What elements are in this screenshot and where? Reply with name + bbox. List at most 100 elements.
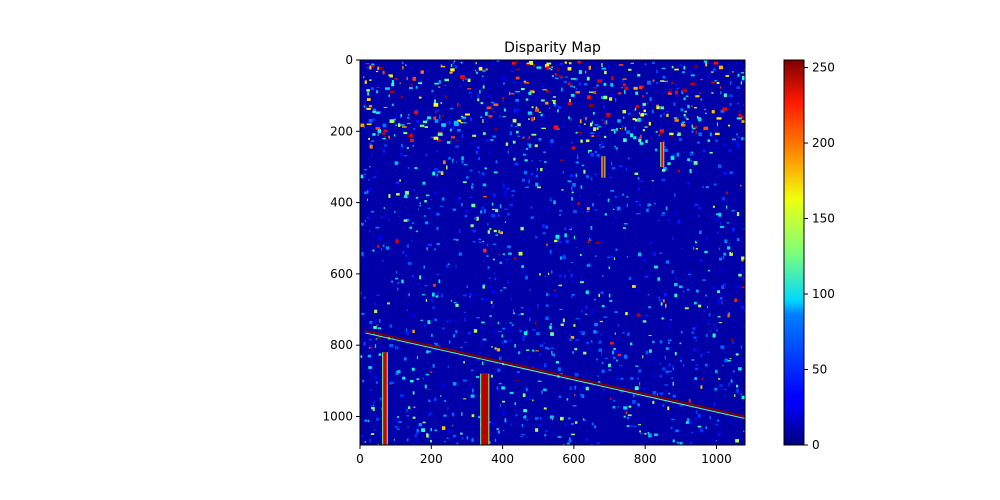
- heatmap-speckle: [637, 73, 641, 77]
- heatmap-speckle: [557, 436, 562, 438]
- heatmap-speckle: [694, 240, 698, 244]
- heatmap-speckle: [485, 68, 488, 71]
- heatmap-speckle: [623, 138, 627, 143]
- heatmap-speckle: [699, 259, 703, 262]
- heatmap-speckle: [721, 300, 723, 305]
- heatmap-speckle: [519, 330, 522, 332]
- heatmap-speckle: [374, 429, 376, 431]
- heatmap-speckle: [577, 153, 579, 157]
- heatmap-speckle: [534, 321, 537, 325]
- heatmap-speckle: [621, 132, 625, 135]
- heatmap-speckle: [434, 119, 439, 123]
- heatmap-speckle: [577, 202, 580, 205]
- heatmap-speckle: [580, 281, 584, 284]
- heatmap-speckle: [397, 287, 399, 291]
- heatmap-speckle: [558, 274, 562, 278]
- heatmap-speckle: [509, 339, 511, 342]
- heatmap-speckle: [535, 350, 539, 352]
- heatmap-speckle: [460, 115, 464, 118]
- heatmap-speckle: [710, 181, 712, 185]
- heatmap-speckle: [586, 120, 589, 123]
- heatmap-speckle: [633, 86, 638, 90]
- heatmap-speckle: [659, 252, 663, 254]
- heatmap-speckle: [471, 185, 473, 189]
- heatmap-speckle: [476, 146, 480, 149]
- heatmap-speckle: [403, 194, 408, 199]
- heatmap-speckle: [639, 430, 641, 433]
- heatmap-speckle: [535, 182, 539, 187]
- heatmap-speckle: [723, 252, 727, 256]
- heatmap-speckle: [589, 122, 593, 127]
- heatmap-speckle: [613, 257, 616, 260]
- heatmap-speckle: [597, 194, 601, 197]
- heatmap-speckle: [487, 266, 490, 269]
- heatmap-speckle: [645, 139, 648, 143]
- heatmap-speckle: [671, 65, 674, 69]
- heatmap-speckle: [402, 250, 405, 254]
- heatmap-speckle: [545, 304, 549, 307]
- heatmap-speckle: [483, 297, 487, 301]
- heatmap-speckle: [481, 172, 485, 176]
- heatmap-speckle: [640, 113, 645, 117]
- heatmap-speckle: [716, 117, 722, 120]
- heatmap-speckle: [702, 149, 706, 153]
- heatmap-speckle: [444, 78, 450, 82]
- heatmap-speckle: [397, 281, 400, 284]
- heatmap-speckle: [596, 358, 598, 361]
- x-axis: 0 200 400 600 800 1000: [356, 445, 732, 466]
- heatmap-speckle: [604, 213, 607, 216]
- heatmap-speckle: [369, 230, 371, 233]
- heatmap-speckle: [635, 213, 639, 215]
- heatmap-speckle: [364, 191, 368, 194]
- heatmap-speckle: [594, 151, 598, 153]
- heatmap-speckle: [671, 377, 674, 380]
- heatmap-speckle: [601, 304, 605, 308]
- heatmap-speckle: [508, 252, 512, 255]
- heatmap-speckle: [551, 66, 553, 69]
- heatmap-speckle: [481, 77, 485, 81]
- heatmap-speckle: [492, 304, 494, 308]
- heatmap-speckle: [735, 439, 740, 443]
- heatmap-speckle: [391, 82, 395, 87]
- heatmap-speckle: [673, 117, 678, 119]
- heatmap-speckle: [400, 145, 405, 149]
- heatmap-speckle: [422, 421, 426, 424]
- heatmap-speckle: [604, 120, 606, 124]
- heatmap-speckle: [613, 399, 616, 402]
- heatmap-speckle: [554, 289, 556, 292]
- heatmap-speckle: [494, 438, 497, 442]
- heatmap-speckle: [626, 195, 629, 198]
- heatmap-speckle: [567, 82, 571, 86]
- heatmap-speckle: [410, 379, 414, 383]
- heatmap-speckle: [447, 136, 449, 138]
- heatmap-speckle: [642, 320, 647, 323]
- heatmap-speckle: [507, 245, 511, 249]
- heatmap-speckle: [594, 173, 598, 175]
- heatmap-speckle: [463, 361, 465, 364]
- heatmap-speckle: [434, 192, 438, 195]
- heatmap-speckle: [383, 106, 388, 109]
- heatmap-speckle: [496, 386, 498, 390]
- heatmap-speckle: [680, 331, 683, 334]
- heatmap-speckle: [607, 256, 610, 258]
- heatmap-speckle: [569, 174, 574, 178]
- heatmap-speckle: [604, 357, 609, 360]
- heatmap-speckle: [566, 398, 569, 401]
- heatmap-speckle: [714, 132, 720, 136]
- heatmap-speckle: [717, 419, 719, 422]
- heatmap-speckle: [719, 257, 722, 261]
- heatmap-speckle: [382, 149, 386, 153]
- heatmap-speckle: [602, 145, 605, 148]
- heatmap-speckle: [736, 140, 739, 143]
- heatmap-speckle: [693, 348, 696, 352]
- heatmap-speckle: [403, 132, 408, 135]
- colorbar-tick-label: 250: [812, 61, 835, 75]
- heatmap-speckle: [616, 206, 621, 211]
- heatmap-speckle: [736, 285, 740, 289]
- heatmap-speckle: [398, 420, 402, 424]
- heatmap-speckle: [482, 361, 484, 365]
- heatmap-speckle: [493, 111, 496, 113]
- heatmap-speckle: [705, 236, 708, 241]
- heatmap-speckle: [480, 210, 483, 214]
